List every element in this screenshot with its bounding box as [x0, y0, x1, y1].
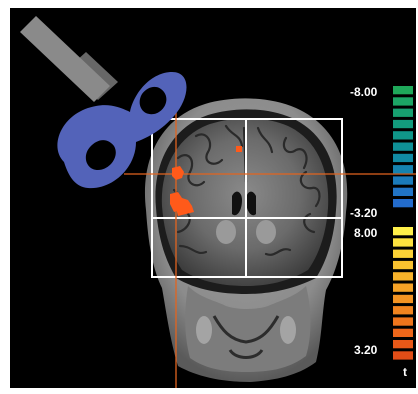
colorbar-negative-swatch — [393, 119, 413, 129]
activation-clusters — [170, 146, 242, 216]
colorbar-positive-swatch — [393, 306, 413, 315]
activation-cluster — [176, 208, 186, 216]
colorbar-negative-swatch — [393, 97, 413, 106]
colorbar-positive-swatch — [393, 272, 413, 281]
activation-cluster — [170, 192, 194, 214]
colorbar-positive-swatch — [393, 283, 413, 292]
colorbar-negative-swatch — [393, 108, 413, 117]
colorbar-negative-swatch — [393, 187, 413, 196]
colorbar-positive-swatch — [393, 260, 413, 270]
activation-cluster — [172, 166, 184, 180]
colorbar-positive-swatch — [393, 294, 413, 304]
colorbar-positive-swatch — [393, 317, 413, 326]
colorbar-positive-swatch — [393, 351, 413, 360]
colorbar-positive-swatch — [393, 238, 413, 247]
colorbar-unit-label: t — [403, 365, 407, 379]
colorbar-negative-swatch — [393, 153, 413, 163]
grid-overlay — [151, 118, 343, 278]
coil-body — [57, 72, 187, 189]
colorbar-negative-swatch — [393, 86, 413, 95]
colorbar-negative-swatch — [393, 131, 413, 140]
colorbar-positive-swatch — [393, 340, 413, 349]
colorbar-positive-swatch — [393, 227, 413, 236]
colorbar-pos-max-label: 8.00 — [354, 226, 378, 240]
colorbar-negative-swatch — [393, 199, 413, 208]
colorbar-pos-min-label: 3.20 — [354, 343, 378, 357]
colorbar-positive-swatch — [393, 328, 413, 337]
tms-coil — [20, 16, 187, 189]
colorbar-negative-swatch — [393, 142, 413, 151]
colorbar-negative-swatch — [393, 176, 413, 185]
colorbar-positive-swatch — [393, 249, 413, 258]
coil-handle — [20, 16, 118, 102]
colorbar-neg-max-label: -8.00 — [350, 85, 378, 99]
colorbar-negative-swatch — [393, 165, 413, 174]
t-colorbar — [393, 86, 413, 360]
colorbar-neg-min-label: -3.20 — [350, 206, 378, 220]
activation-cluster — [236, 146, 242, 152]
